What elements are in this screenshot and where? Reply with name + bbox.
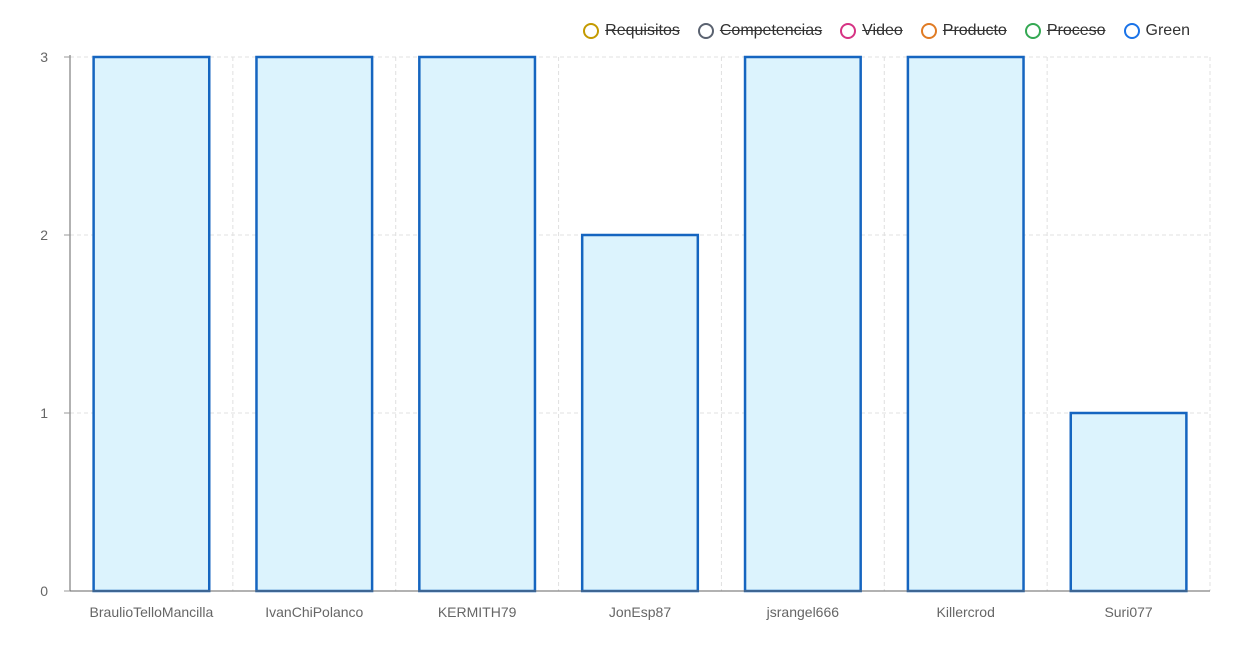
legend-marker-icon <box>1123 23 1140 39</box>
chart-legend: Requisitos Competencias Video Producto Proce… <box>583 22 1190 40</box>
bar <box>743 55 862 593</box>
legend-marker-icon <box>697 23 714 39</box>
y-tick-label: 0 <box>40 583 48 599</box>
x-tick-label: KERMITH79 <box>438 604 517 620</box>
legend-item[interactable]: Green <box>1123 22 1190 40</box>
legend-label: Requisitos <box>605 22 680 39</box>
bar <box>906 55 1025 593</box>
y-tick-label: 2 <box>40 227 48 243</box>
x-tick-label: IvanChiPolanco <box>265 604 363 620</box>
bar <box>255 55 374 593</box>
x-tick-label: BraulioTelloMancilla <box>90 604 214 620</box>
legend-marker-icon <box>1024 23 1041 39</box>
legend-label: Video <box>862 22 903 39</box>
legend-label: Competencias <box>719 22 823 39</box>
y-tick-label: 1 <box>40 405 48 421</box>
y-tick-label: 3 <box>40 49 48 65</box>
legend-item[interactable]: Video <box>840 22 903 40</box>
bar <box>580 233 700 593</box>
x-tick-label: Suri077 <box>1104 604 1152 620</box>
legend-label: Producto <box>942 22 1007 39</box>
legend-label: Green <box>1145 22 1190 39</box>
bar <box>1069 411 1188 593</box>
legend-marker-icon <box>583 23 600 39</box>
legend-item[interactable]: Requisitos <box>583 22 680 40</box>
bar <box>92 55 211 593</box>
legend-item[interactable]: Competencias <box>697 22 823 40</box>
bar <box>418 55 537 593</box>
x-tick-label: JonEsp87 <box>609 604 671 620</box>
legend-item[interactable]: Proceso <box>1024 22 1106 40</box>
x-tick-label: Killercrod <box>937 604 995 620</box>
legend-marker-icon <box>840 23 857 39</box>
x-tick-label: jsrangel666 <box>766 604 840 620</box>
legend-label: Proceso <box>1046 22 1106 39</box>
legend-marker-icon <box>920 23 937 39</box>
legend-item[interactable]: Producto <box>920 22 1007 40</box>
